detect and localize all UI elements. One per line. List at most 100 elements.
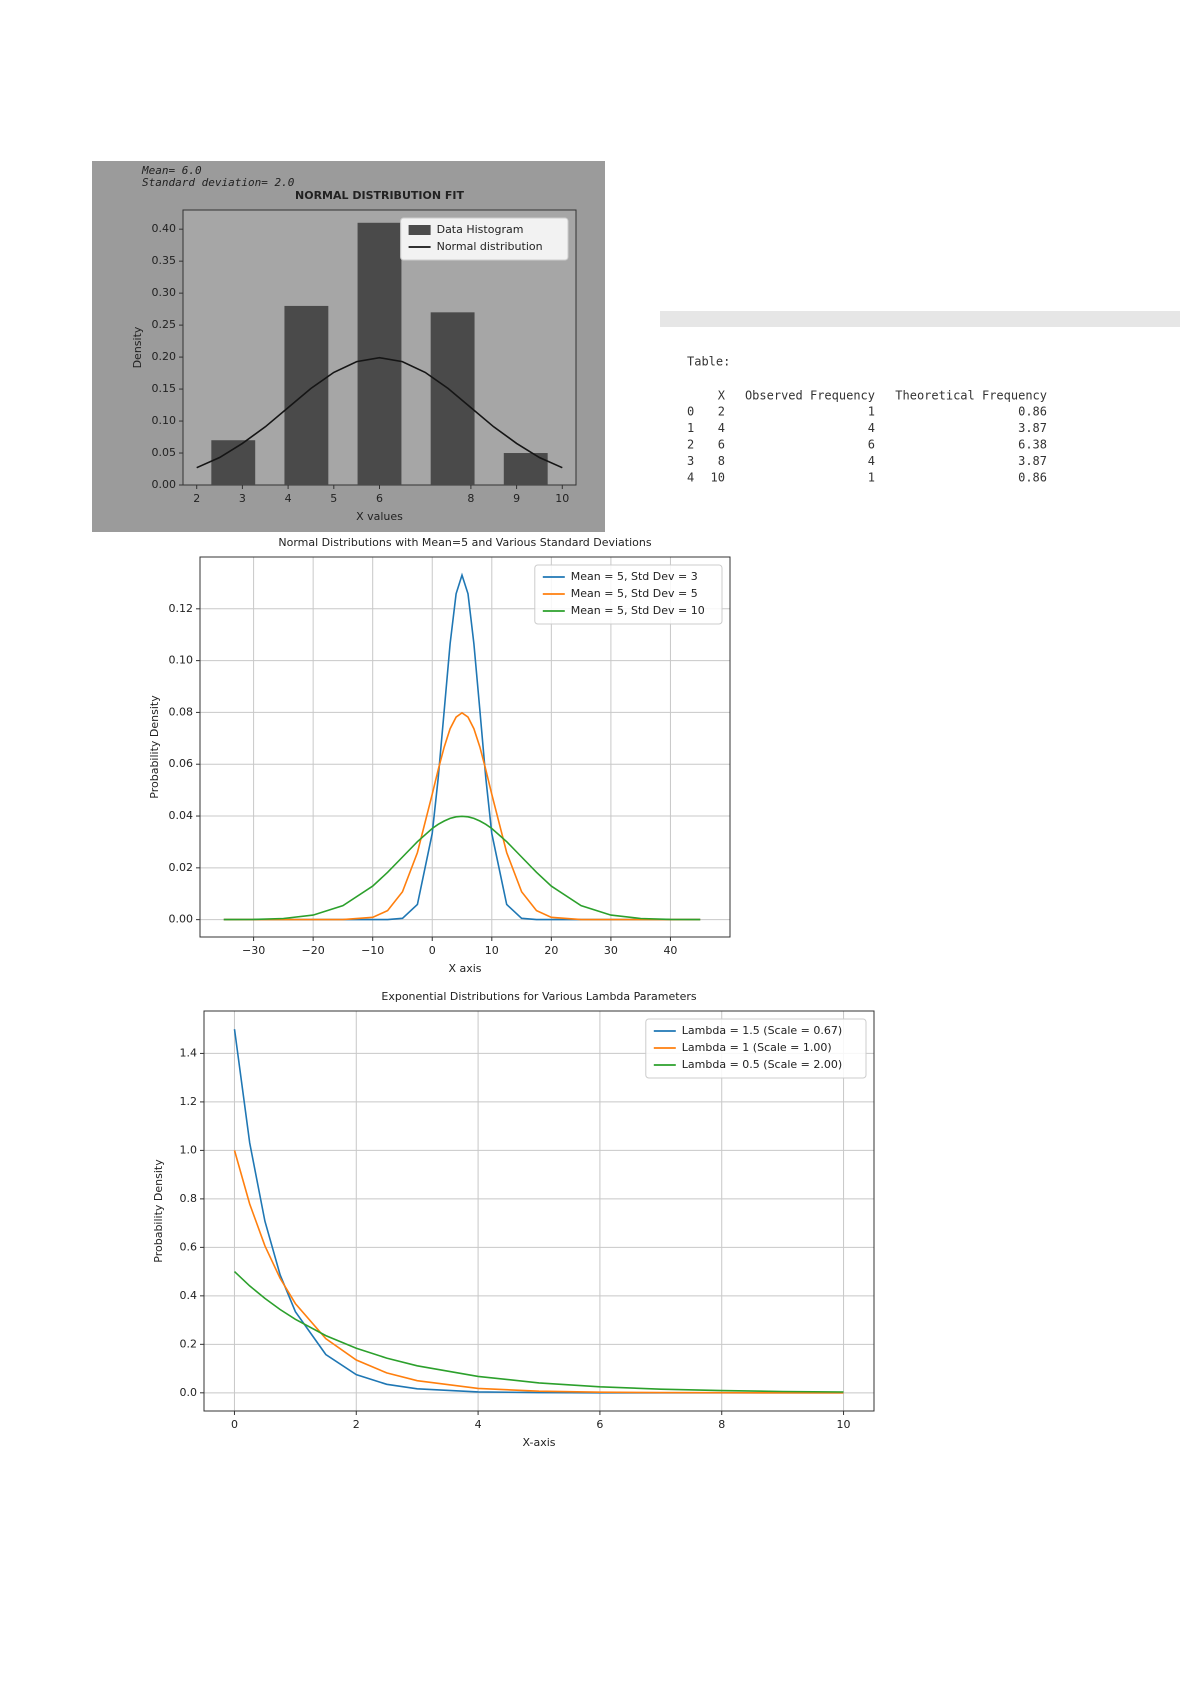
table-cell: 3.87 [1018,421,1047,435]
y-tick-label: 0.30 [152,286,177,299]
series-line [223,711,701,921]
chart-title: Normal Distributions with Mean=5 and Var… [278,536,651,549]
table-header: Observed Frequency [745,389,875,403]
x-tick-label: 9 [513,492,520,505]
table-cell: 4 [718,421,725,435]
y-tick-label: 0.4 [180,1289,198,1302]
y-tick-label: 0.10 [152,414,177,427]
y-axis-label: Probability Density [152,1159,165,1263]
y-tick-label: 0.04 [169,809,194,822]
table-cell: 2 [718,405,725,419]
y-tick-label: 0.06 [169,757,194,770]
y-tick-label: 0.20 [152,350,177,363]
table-title: Table: [687,355,730,369]
y-tick-label: 0.00 [169,913,194,926]
table-cell: 4 [868,421,875,435]
legend-label: Lambda = 0.5 (Scale = 2.00) [682,1058,842,1071]
table-cell: 0.86 [1018,405,1047,419]
table-cell: 10 [711,471,725,485]
table-cell: 4 [868,454,875,468]
annotation: Standard deviation= 2.0 [142,176,295,189]
y-tick-label: 0.35 [152,254,177,267]
y-tick-label: 0.10 [169,654,194,667]
x-axis-label: X axis [448,962,481,975]
x-tick-label: 40 [663,944,677,957]
y-tick-label: 1.4 [180,1046,198,1059]
y-tick-label: 0.12 [169,602,194,615]
series-line [223,572,701,921]
table-header: X [718,389,726,403]
x-tick-label: 0 [429,944,436,957]
y-tick-label: 0.2 [180,1337,198,1350]
table-cell: 3.87 [1018,454,1047,468]
x-tick-label: 2 [353,1418,360,1431]
x-tick-label: 10 [555,492,569,505]
legend-label: Mean = 5, Std Dev = 5 [571,587,698,600]
x-tick-label: 30 [604,944,618,957]
x-tick-label: 5 [330,492,337,505]
x-tick-label: 4 [285,492,292,505]
y-tick-label: 0.08 [169,705,194,718]
y-tick-label: 0.40 [152,222,177,235]
series-line [196,356,563,469]
table-cell: 6 [718,438,725,452]
x-tick-label: 8 [467,492,474,505]
annotation: Mean= 6.0 [141,164,202,177]
series-line [223,815,701,921]
x-tick-label: 3 [239,492,246,505]
y-tick-label: 0.05 [152,446,177,459]
x-axis-label: X values [356,510,403,523]
legend-swatch [408,225,431,235]
histogram-bar [211,440,256,485]
y-tick-label: 0.8 [180,1192,198,1205]
x-tick-label: 6 [376,492,383,505]
y-axis-label: Density [131,326,144,368]
table-cell: 0.86 [1018,471,1047,485]
legend-label: Normal distribution [437,240,543,253]
table-cell: 6.38 [1018,438,1047,452]
legend-label: Lambda = 1 (Scale = 1.00) [682,1041,832,1054]
x-tick-label: −20 [302,944,325,957]
series-line [233,1150,844,1394]
table-cell: 1 [868,405,875,419]
chart-title: NORMAL DISTRIBUTION FIT [295,189,464,202]
table-cell: 6 [868,438,875,452]
x-axis-label: X-axis [523,1436,556,1449]
x-tick-label: 10 [837,1418,851,1431]
x-tick-label: 20 [544,944,558,957]
table-header: Theoretical Frequency [895,389,1047,403]
x-tick-label: 8 [718,1418,725,1431]
histogram-bar [357,222,402,485]
legend-box [400,217,569,261]
y-axis-label: Probability Density [148,695,161,799]
output-bar [660,311,1180,327]
series-line [233,1271,844,1393]
histogram-bar [284,305,329,485]
row-index: 1 [687,421,694,435]
x-tick-label: 4 [475,1418,482,1431]
legend-box [534,564,723,625]
y-tick-label: 0.15 [152,382,177,395]
chart-title: Exponential Distributions for Various La… [381,990,697,1003]
plot-frame [199,556,731,938]
y-tick-label: 0.00 [152,478,177,491]
y-tick-label: 0.02 [169,861,194,874]
row-index: 0 [687,405,694,419]
plot-frame [203,1010,875,1412]
x-tick-label: 0 [231,1418,238,1431]
legend-label: Mean = 5, Std Dev = 3 [571,570,698,583]
y-tick-label: 0.25 [152,318,177,331]
x-tick-label: 6 [596,1418,603,1431]
legend-box [645,1018,867,1079]
y-tick-label: 0.6 [180,1240,198,1253]
x-tick-label: 10 [485,944,499,957]
row-index: 3 [687,454,694,468]
legend-label: Mean = 5, Std Dev = 10 [571,604,705,617]
row-index: 2 [687,438,694,452]
table-cell: 1 [868,471,875,485]
x-tick-label: −30 [242,944,265,957]
y-tick-label: 1.0 [180,1143,198,1156]
table-cell: 8 [718,454,725,468]
legend-label: Lambda = 1.5 (Scale = 0.67) [682,1024,842,1037]
